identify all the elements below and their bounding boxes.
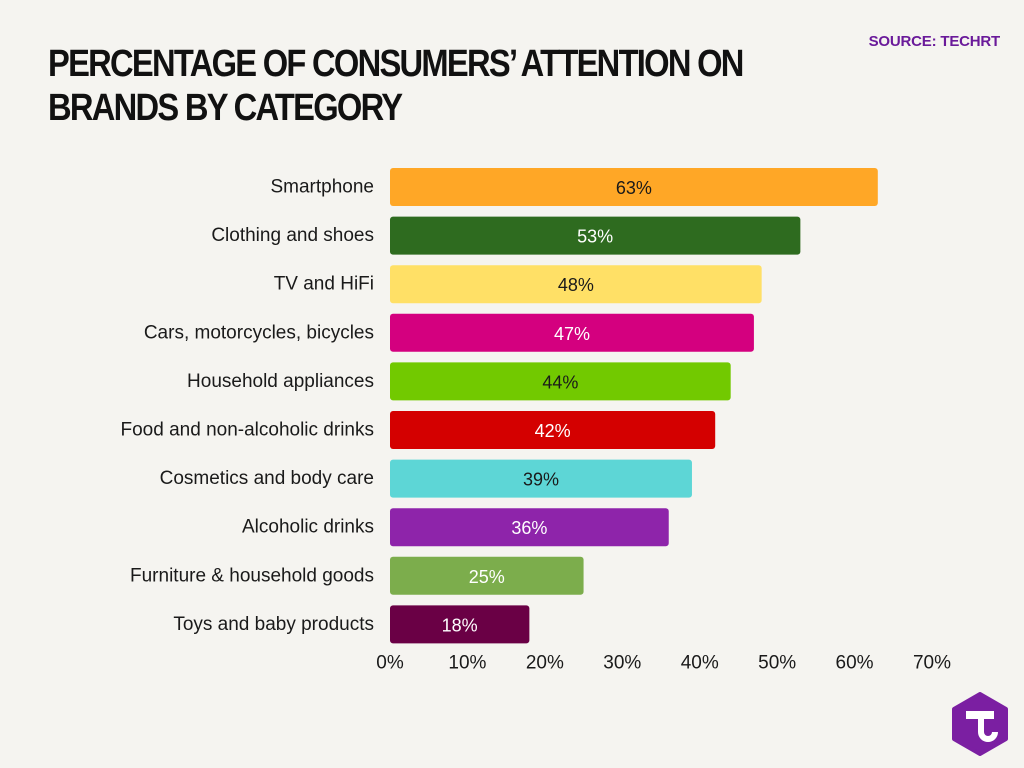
category-label: Alcoholic drinks <box>242 517 374 538</box>
category-label: Cars, motorcycles, bicycles <box>144 322 374 343</box>
category-label: Cosmetics and body care <box>160 468 374 489</box>
bar <box>390 168 878 206</box>
x-tick-label: 70% <box>913 653 951 674</box>
bar <box>390 508 669 547</box>
bar <box>390 313 754 352</box>
x-tick-label: 30% <box>603 653 641 674</box>
data-label: 25% <box>469 567 505 587</box>
data-label: 36% <box>511 518 547 538</box>
category-label: Furniture & household goods <box>130 565 374 586</box>
category-label: Household appliances <box>187 371 374 392</box>
category-label: Food and non-alcoholic drinks <box>121 420 375 441</box>
x-tick-label: 10% <box>448 653 486 674</box>
bar <box>390 265 762 304</box>
bar <box>390 362 731 401</box>
category-label: Clothing and shoes <box>211 225 374 246</box>
data-label: 48% <box>558 275 594 295</box>
category-label: Smartphone <box>270 177 374 198</box>
bar <box>390 605 530 644</box>
data-label: 47% <box>554 324 590 344</box>
x-tick-label: 60% <box>836 653 874 674</box>
bar <box>390 556 584 595</box>
x-tick-label: 50% <box>758 653 796 674</box>
bar <box>390 459 692 498</box>
data-label: 63% <box>616 178 652 198</box>
source-label: SOURCE: TECHRT <box>868 33 1001 50</box>
x-tick-label: 40% <box>681 653 719 674</box>
chart-title: PERCENTAGE OF CONSUMERS’ ATTENTION ON BR… <box>48 43 744 129</box>
x-tick-label: 0% <box>376 653 404 674</box>
data-label: 53% <box>577 227 613 247</box>
category-label: TV and HiFi <box>274 274 374 295</box>
data-label: 39% <box>523 470 559 490</box>
bar <box>390 411 716 449</box>
data-label: 44% <box>542 372 578 392</box>
data-label: 18% <box>442 615 478 635</box>
x-tick-label: 20% <box>526 653 564 674</box>
techrt-logo-icon <box>952 692 1008 756</box>
data-label: 42% <box>535 421 571 441</box>
category-label: Toys and baby products <box>173 614 374 635</box>
bar <box>390 216 801 255</box>
